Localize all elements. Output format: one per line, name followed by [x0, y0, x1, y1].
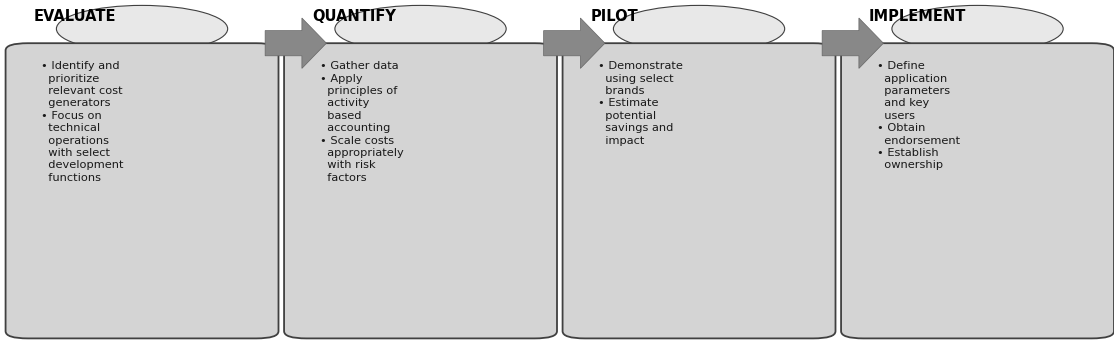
Text: EVALUATE: EVALUATE [33, 9, 116, 24]
Ellipse shape [335, 5, 506, 52]
Text: PILOT: PILOT [590, 9, 638, 24]
Ellipse shape [614, 5, 784, 52]
Text: IMPLEMENT: IMPLEMENT [869, 9, 966, 24]
Ellipse shape [57, 5, 227, 52]
FancyBboxPatch shape [841, 43, 1114, 338]
Text: • Define
  application
  parameters
  and key
  users
• Obtain
  endorsement
• E: • Define application parameters and key … [877, 61, 960, 170]
FancyBboxPatch shape [284, 43, 557, 338]
Text: • Gather data
• Apply
  principles of
  activity
  based
  accounting
• Scale co: • Gather data • Apply principles of acti… [320, 61, 403, 183]
FancyBboxPatch shape [563, 43, 836, 338]
Polygon shape [544, 18, 605, 68]
Polygon shape [822, 18, 883, 68]
Polygon shape [265, 18, 326, 68]
Text: • Demonstrate
  using select
  brands
• Estimate
  potential
  savings and
  imp: • Demonstrate using select brands • Esti… [598, 61, 683, 145]
Text: • Identify and
  prioritize
  relevant cost
  generators
• Focus on
  technical
: • Identify and prioritize relevant cost … [41, 61, 124, 183]
FancyBboxPatch shape [6, 43, 278, 338]
Text: QUANTIFY: QUANTIFY [312, 9, 395, 24]
Ellipse shape [892, 5, 1063, 52]
